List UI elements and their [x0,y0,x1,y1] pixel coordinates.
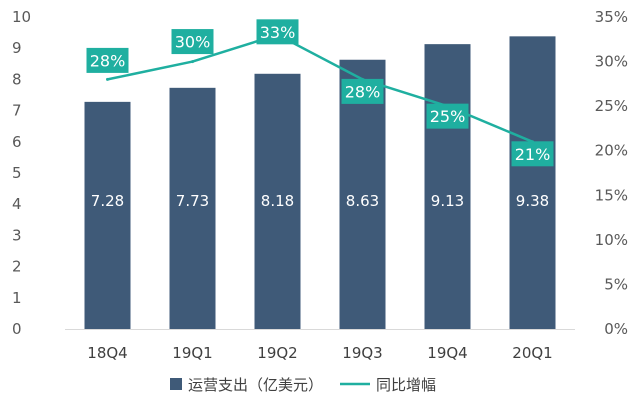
bar-value-label: 9.38 [516,192,549,210]
x-tick-label: 18Q4 [87,344,127,362]
x-tick-label: 19Q2 [257,344,297,362]
y-left-tick-label: 10 [12,8,31,26]
bar [424,44,471,329]
line-label-box [426,103,469,129]
y-right-tick-label: 10% [595,231,628,249]
y-left-tick-label: 7 [12,102,22,120]
line-point [191,60,194,64]
y-left-tick-label: 3 [12,226,22,244]
legend-bar-swatch [170,378,182,390]
bar [254,73,301,329]
bar-value-label: 7.28 [91,192,124,210]
line-point [106,77,109,81]
legend-bar-label: 运营支出（亿美元） [188,376,323,394]
bar [169,87,216,329]
y-left-tick-label: 8 [12,70,22,88]
line-value-label: 30% [175,33,211,52]
bar [84,101,131,329]
line-value-label: 28% [345,82,381,101]
bar-value-label: 7.73 [176,192,209,210]
line-value-label: 21% [515,145,551,164]
y-right-tick-label: 25% [595,97,628,115]
bar-value-label: 9.13 [431,192,464,210]
x-tick-label: 19Q4 [427,344,467,362]
y-left-tick-label: 0 [12,320,22,338]
line-label-box [511,141,554,167]
y-right-tick-label: 0% [604,320,628,338]
y-right-tick-label: 20% [595,142,628,160]
x-tick-label: 19Q3 [342,344,382,362]
legend-line-label: 同比增幅 [376,376,436,394]
y-left-tick-label: 6 [12,133,22,151]
y-left-tick-label: 1 [12,289,22,307]
bar-value-label: 8.63 [346,192,379,210]
line-label-box [341,78,384,104]
y-left-tick-label: 9 [12,39,22,57]
line-value-label: 33% [260,23,296,42]
x-tick-label: 19Q1 [172,344,212,362]
line-value-label: 28% [90,51,126,70]
x-tick-label: 20Q1 [512,344,552,362]
y-right-tick-label: 15% [595,186,628,204]
bar [339,59,386,330]
y-right-tick-label: 5% [604,275,628,293]
line-label-box [256,19,299,45]
y-left-tick-label: 2 [12,258,22,276]
y-left-tick-label: 5 [12,164,22,182]
y-left-tick-label: 4 [12,195,22,213]
line-label-box [86,47,129,73]
bar [509,36,556,330]
line-label-box [171,29,214,55]
y-right-tick-label: 35% [595,8,628,26]
y-right-tick-label: 30% [595,53,628,71]
line-value-label: 25% [430,107,466,126]
bar-value-label: 8.18 [261,192,294,210]
